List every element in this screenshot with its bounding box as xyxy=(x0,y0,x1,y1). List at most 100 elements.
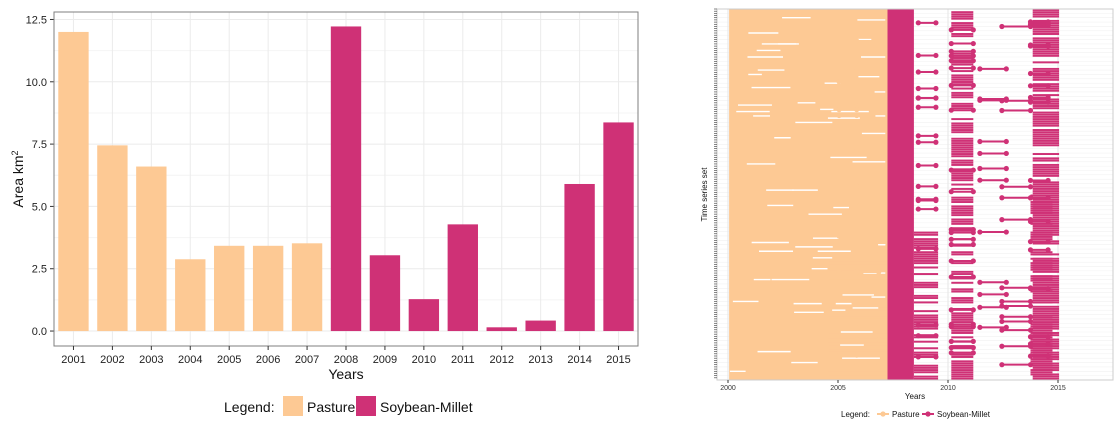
segment-end-point xyxy=(876,325,882,331)
span-bar-soybean-millet xyxy=(1032,122,1060,125)
span-bar-soybean-millet xyxy=(951,270,974,273)
bar-2014 xyxy=(564,183,595,332)
span-bar-soybean-millet xyxy=(1030,262,1053,265)
segment-start-point xyxy=(836,183,842,189)
span-bar-soybean-millet xyxy=(951,122,974,125)
span-bar-soybean-millet xyxy=(951,52,974,55)
segment-end-point xyxy=(854,233,860,239)
span-bar-soybean-millet xyxy=(913,231,939,234)
bar-2006 xyxy=(252,245,284,332)
segment-start-point xyxy=(948,58,954,64)
span-bar-soybean-millet xyxy=(1030,277,1053,280)
segment-end-point xyxy=(876,265,882,271)
segment-start-point xyxy=(836,26,842,32)
span-bar-soybean-millet xyxy=(951,17,974,20)
segment-start-point xyxy=(854,254,860,260)
segment-end-point xyxy=(1003,229,1009,235)
span-bar-soybean-millet xyxy=(1030,207,1053,210)
segment-start-point xyxy=(999,195,1005,201)
segment-start-point xyxy=(1027,177,1034,184)
span-bar-soybean-millet xyxy=(951,163,974,166)
bar-2013 xyxy=(525,320,556,332)
segment-end-point xyxy=(1003,291,1009,298)
span-bar-soybean-millet xyxy=(1032,48,1060,51)
span-bar-soybean-millet xyxy=(1032,115,1060,118)
span-bar-soybean-millet xyxy=(1032,159,1060,162)
span-bar-soybean-millet xyxy=(951,179,974,182)
legend-label-soybean-millet: Soybean-Millet xyxy=(380,399,473,415)
span-bar-soybean-millet xyxy=(1032,321,1060,324)
segment-start-point xyxy=(915,246,921,252)
span-bar-soybean-millet xyxy=(913,244,939,247)
span-bar-soybean-millet xyxy=(913,347,939,350)
segment-start-point xyxy=(999,318,1005,325)
span-bar-soybean-millet xyxy=(913,353,939,356)
span-bar-soybean-millet xyxy=(1032,168,1060,171)
segment-end-point xyxy=(970,338,976,344)
segment-start-point xyxy=(948,350,954,356)
segment-end-point xyxy=(970,307,976,313)
span-bar-soybean-millet xyxy=(1030,325,1053,328)
span-bar-soybean-millet xyxy=(951,33,974,35)
segment-end-point xyxy=(1045,341,1051,347)
span-bar-pasture xyxy=(828,366,888,369)
span-bar-soybean-millet xyxy=(951,124,974,127)
span-bar-soybean-millet xyxy=(1032,144,1060,147)
segment-start-point xyxy=(836,112,842,119)
segment-end-point xyxy=(1045,218,1051,225)
span-bar-soybean-millet xyxy=(913,327,939,330)
span-bar-soybean-millet xyxy=(1032,78,1060,81)
segment-start-point xyxy=(836,91,842,97)
segment-start-point xyxy=(1027,42,1034,48)
segment-start-point xyxy=(1027,70,1034,77)
span-bar-soybean-millet xyxy=(951,83,974,86)
span-bar-soybean-millet xyxy=(1030,338,1053,341)
span-bar-soybean-millet xyxy=(1032,67,1060,70)
segment-end-point xyxy=(933,133,939,139)
segment-end-point xyxy=(1045,353,1051,359)
span-bar-soybean-millet xyxy=(1030,334,1053,337)
segment-end-point xyxy=(1045,247,1051,253)
x-tick-label: 2009 xyxy=(373,354,397,366)
span-bar-soybean-millet xyxy=(1032,87,1060,90)
span-bar-soybean-millet xyxy=(1032,102,1060,105)
y-axis-title: Area km2 xyxy=(10,150,26,207)
segment-end-point xyxy=(854,26,860,32)
span-bar-soybean-millet xyxy=(951,118,974,121)
span-bar-soybean-millet xyxy=(951,227,974,230)
segment-start-point xyxy=(854,184,860,190)
span-bar-soybean-millet xyxy=(1032,218,1060,221)
segment-end-point xyxy=(933,183,939,189)
span-bar-soybean-millet xyxy=(1030,205,1053,208)
span-bar-soybean-millet xyxy=(1030,351,1053,354)
segment-start-point xyxy=(915,197,921,204)
segment-start-point xyxy=(836,79,842,85)
segment-start-point xyxy=(915,322,921,328)
span-bar-soybean-millet xyxy=(951,318,974,321)
x-tick-label: 2002 xyxy=(100,354,124,366)
span-bar-soybean-millet xyxy=(951,170,974,173)
span-bar-soybean-millet xyxy=(951,288,974,291)
span-bar-soybean-millet xyxy=(1030,222,1053,225)
segment-end-point xyxy=(854,112,860,119)
span-bar-soybean-millet xyxy=(951,198,974,201)
segment-start-point xyxy=(999,303,1005,309)
span-bar-soybean-millet xyxy=(951,321,974,324)
span-bar-soybean-millet xyxy=(1030,233,1053,236)
span-bar-pasture xyxy=(828,345,888,348)
span-bar-soybean-millet xyxy=(951,96,974,99)
legend-swatch-pasture xyxy=(283,396,303,416)
span-bar-soybean-millet xyxy=(1032,375,1060,378)
span-bar-soybean-millet xyxy=(951,262,974,265)
span-bar-soybean-millet xyxy=(1032,30,1060,33)
span-bar-soybean-millet xyxy=(951,373,974,376)
segment-end-point xyxy=(1045,94,1051,101)
span-bar-soybean-millet xyxy=(1030,331,1053,334)
span-bar-soybean-millet xyxy=(951,81,974,83)
y-tick-label: 5.0 xyxy=(32,201,47,213)
legend-label-pasture: Pasture xyxy=(892,410,920,419)
x-tick-label: 2011 xyxy=(451,354,475,366)
span-bar-pasture xyxy=(828,262,888,265)
segment-end-point xyxy=(876,184,882,190)
span-bar-soybean-millet xyxy=(951,142,974,145)
